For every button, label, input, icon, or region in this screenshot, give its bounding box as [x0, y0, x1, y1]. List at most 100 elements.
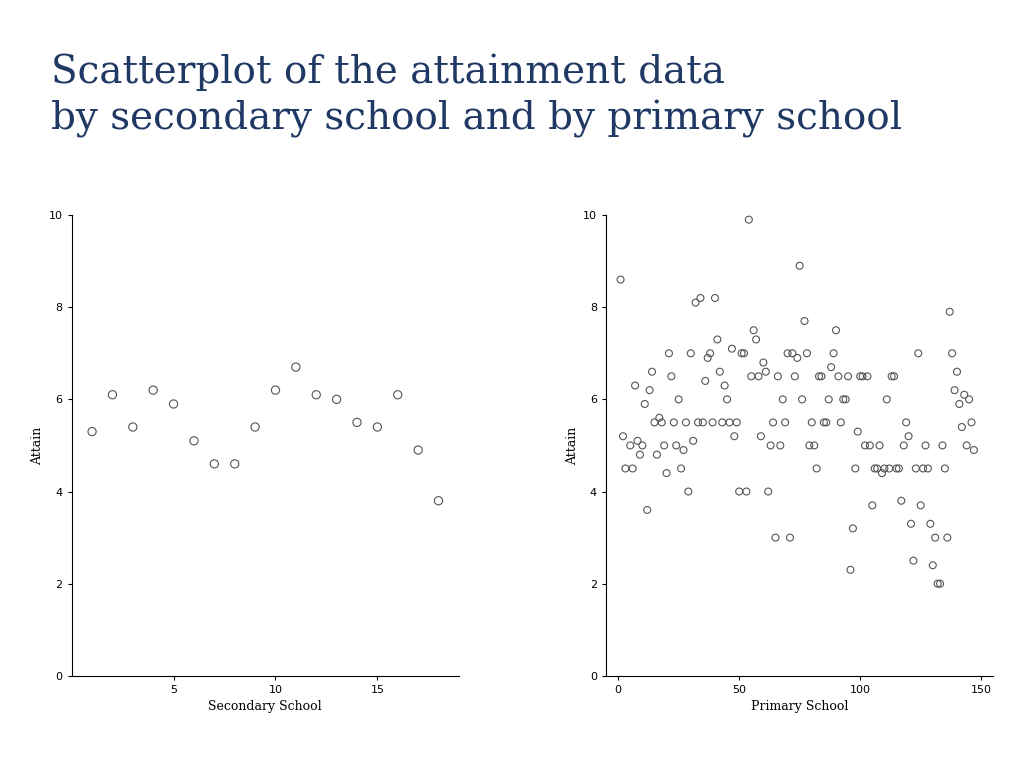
Point — [893, 495, 909, 507]
Point — [625, 462, 641, 475]
Point — [884, 370, 900, 382]
Point — [641, 384, 657, 396]
Point — [861, 439, 878, 452]
Point — [627, 379, 643, 392]
Point — [680, 485, 696, 498]
Point — [678, 416, 694, 429]
Point — [779, 347, 796, 359]
Point — [879, 393, 895, 406]
Point — [905, 554, 922, 567]
Point — [683, 347, 699, 359]
Point — [288, 361, 304, 373]
Point — [745, 324, 762, 336]
Point — [801, 439, 817, 452]
Point — [944, 347, 961, 359]
Point — [792, 260, 808, 272]
Point — [653, 416, 670, 429]
Point — [854, 370, 870, 382]
Point — [881, 462, 897, 475]
Point — [349, 416, 366, 429]
Point — [656, 439, 673, 452]
Point — [932, 578, 948, 590]
Point — [226, 458, 243, 470]
Point — [964, 416, 980, 429]
Point — [847, 462, 863, 475]
Point — [811, 370, 827, 382]
Point — [827, 324, 844, 336]
Point — [918, 439, 934, 452]
Point — [370, 421, 386, 433]
Point — [896, 439, 912, 452]
Point — [927, 531, 943, 544]
Point — [755, 356, 771, 369]
Point — [877, 462, 893, 475]
Point — [714, 416, 730, 429]
Point — [726, 430, 742, 442]
Point — [329, 393, 345, 406]
Point — [946, 384, 963, 396]
Point — [185, 435, 202, 447]
Point — [939, 531, 955, 544]
Point — [699, 352, 716, 364]
Point — [748, 333, 764, 346]
Point — [797, 315, 813, 327]
Point — [430, 495, 446, 507]
Point — [930, 578, 946, 590]
Point — [873, 467, 890, 479]
Point — [777, 416, 794, 429]
Point — [825, 347, 842, 359]
Point — [673, 462, 689, 475]
Point — [765, 416, 781, 429]
Point — [804, 416, 820, 429]
Point — [914, 462, 931, 475]
Point — [721, 416, 737, 429]
Point — [857, 439, 873, 452]
Point — [763, 439, 779, 452]
Point — [701, 347, 718, 359]
X-axis label: Secondary School: Secondary School — [209, 700, 323, 713]
Point — [833, 416, 849, 429]
Point — [830, 370, 847, 382]
Point — [958, 439, 975, 452]
Point — [760, 485, 776, 498]
Point — [781, 531, 798, 544]
Point — [646, 416, 663, 429]
Point — [125, 421, 141, 433]
Point — [166, 398, 182, 410]
Point — [389, 389, 406, 401]
Point — [912, 499, 929, 511]
Point — [666, 416, 682, 429]
Point — [838, 393, 854, 406]
Point — [886, 370, 902, 382]
Point — [813, 370, 829, 382]
Point — [859, 370, 876, 382]
Point — [694, 416, 711, 429]
Point — [612, 273, 629, 286]
Point — [961, 393, 977, 406]
Point — [738, 485, 755, 498]
Point — [953, 421, 970, 433]
Text: Scatterplot of the attainment data
by secondary school and by primary school: Scatterplot of the attainment data by se… — [51, 54, 902, 138]
Y-axis label: Attain: Attain — [566, 426, 579, 465]
Point — [820, 393, 837, 406]
Point — [84, 425, 100, 438]
Point — [710, 333, 726, 346]
Point — [845, 522, 861, 535]
Point — [925, 559, 941, 571]
Point — [644, 366, 660, 378]
Point — [675, 444, 691, 456]
Point — [900, 430, 916, 442]
Point — [951, 398, 968, 410]
Point — [794, 393, 810, 406]
Point — [705, 416, 721, 429]
Point — [648, 449, 665, 461]
Point — [733, 347, 750, 359]
Point — [888, 462, 904, 475]
Point — [639, 504, 655, 516]
Point — [816, 416, 833, 429]
Point — [871, 439, 888, 452]
Point — [920, 462, 936, 475]
Point — [410, 444, 426, 456]
Point — [898, 416, 914, 429]
Point — [707, 292, 723, 304]
